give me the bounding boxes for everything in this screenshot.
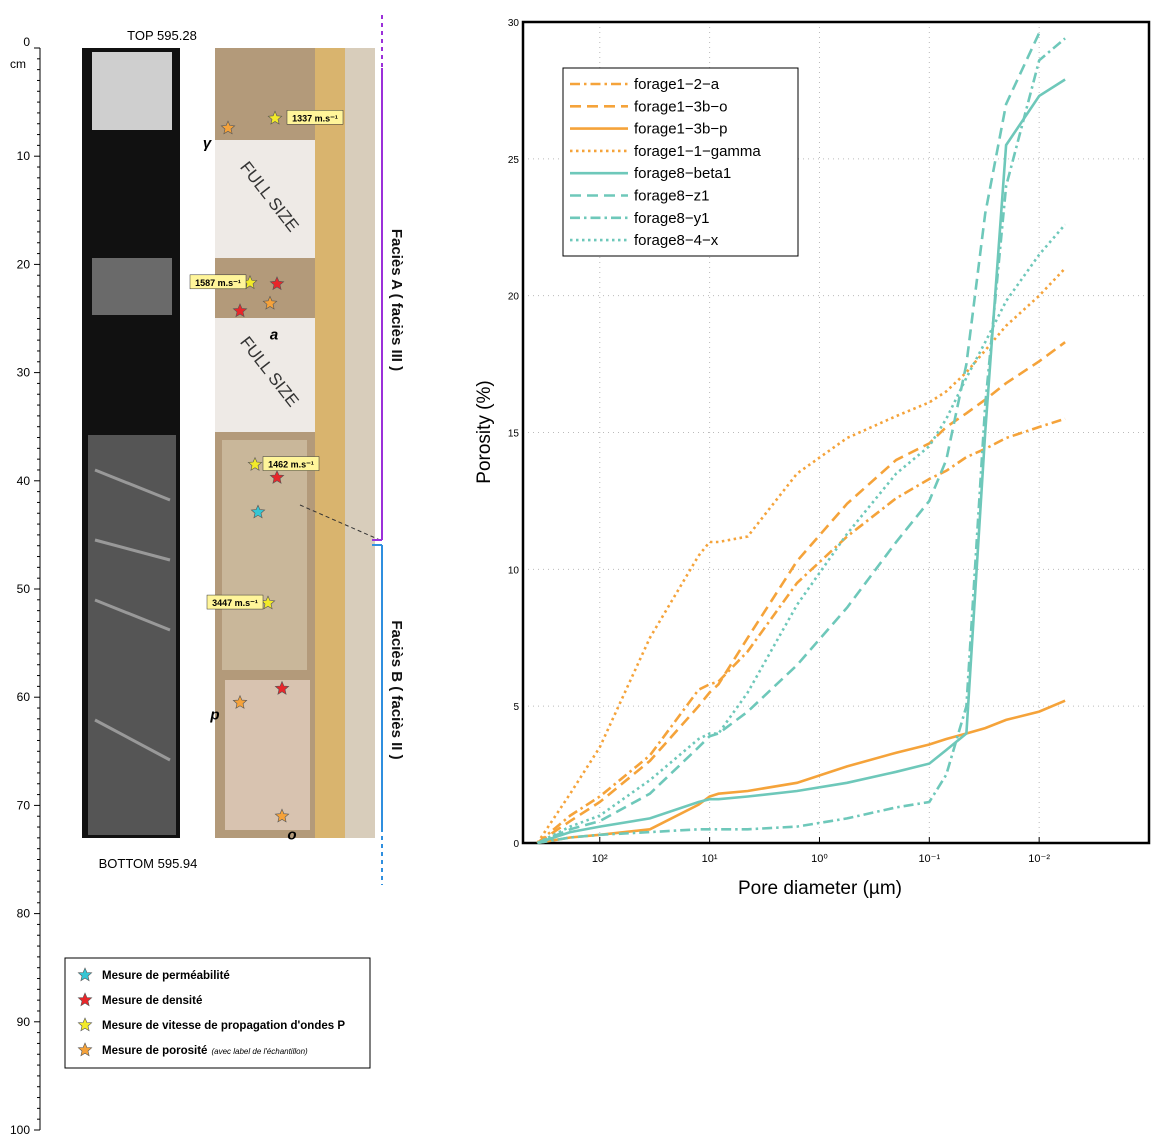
core-photo [215,48,381,838]
legend-label: Mesure de perméabilité [102,970,230,982]
depth-tick-label: 80 [17,907,31,921]
core-tray [315,48,345,838]
y-tick-label: 25 [508,155,520,166]
depth-tick-label: 0 [23,35,30,49]
velocity-box [262,456,320,471]
y-tick-label: 10 [508,565,520,576]
facies-label: Faciès A ( faciès III ) [388,229,405,371]
grid [523,21,1149,844]
legend-star [77,992,93,1007]
depth-tick-label: 20 [17,257,31,271]
facies-label: Faciès B ( faciès II ) [388,620,405,759]
legend-label: forage1−2−a [634,76,720,93]
ct-segment [92,258,172,315]
y-tick-label: 5 [513,702,519,713]
legend-label: forage8−4−x [634,232,719,249]
y-tick-label: 20 [508,292,520,303]
x-axis-label: Pore diameter (µm) [738,878,902,899]
series-line [536,341,1066,845]
series-line [537,699,1066,845]
depth-unit: cm [10,57,26,71]
measure-star [220,120,236,135]
measure-star [269,469,285,484]
legend-star [77,1017,93,1032]
bottom-label: BOTTOM 595.94 [99,856,198,871]
legend-label: forage8−beta1 [634,165,731,182]
y-tick-label: 0 [513,839,519,850]
ct-scan [82,48,180,838]
legend-label: forage1−3b−p [634,121,727,138]
depth-tick-label: 60 [17,690,31,704]
legend-label: Mesure de vitesse de propagation d'ondes… [102,1020,345,1032]
depth-tick-label: 70 [17,798,31,812]
ct-segment [92,52,172,130]
measure-star [250,504,266,519]
legend-label: Mesure de densité [102,995,202,1007]
x-tick-label: 10⁻² [1028,853,1050,865]
series-line [536,223,1067,845]
ruler [345,48,375,838]
measure-star [267,110,283,125]
velocity-label: 1587 m.s⁻¹ [195,278,241,288]
velocity-box [189,274,247,290]
full-size-block [215,318,315,432]
depth-tick-label: 100 [10,1123,30,1137]
measure-star [274,680,290,695]
legend-label: forage8−z1 [634,188,709,205]
measure-star [247,456,263,471]
measure-star [262,295,278,310]
plot-frame [521,20,1151,845]
x-tick-label: 10¹ [702,853,718,865]
photo-segment [222,440,307,670]
depth-tick-label: 90 [17,1015,31,1029]
series-line [536,417,1066,844]
legend-label: forage8−y1 [634,210,709,227]
chart-legend [562,67,799,257]
x-tick-label: 10⁻¹ [918,853,940,865]
top-label: TOP 595.28 [127,28,197,43]
legend-star [77,967,93,982]
series-line [536,78,1066,845]
facies-boundary [299,504,381,541]
sample-label: a [270,327,278,344]
velocity-label: 3447 m.s⁻¹ [212,598,258,608]
ct-texture [94,468,171,762]
sample-label: o [287,827,296,844]
depth-tick-label: 30 [17,366,31,380]
legend-label: forage1−3b−o [634,98,727,115]
series-line [537,37,1066,845]
measure-star [274,808,290,823]
ct-segment [88,435,176,835]
measure-star [232,694,248,709]
legend-label: forage1−1−gamma [634,143,761,160]
velocity-box [286,110,344,125]
y-axis-label: Porosity (%) [474,380,495,483]
marker-legend [64,957,371,1069]
x-tick-label: 10² [592,853,608,865]
legend-star [77,1042,93,1057]
velocity-box [206,594,264,610]
depth-tick-label: 50 [17,582,31,596]
measure-star [269,276,285,291]
y-tick-label: 30 [508,18,520,29]
velocity-label: 1337 m.s⁻¹ [292,113,338,123]
full-size-block [215,140,315,258]
depth-tick-label: 40 [17,474,31,488]
depth-tick-label: 10 [17,149,31,163]
series-line [536,32,1041,845]
measure-star [232,303,248,318]
y-tick-label: 15 [508,429,520,440]
sample-label: p [209,707,219,724]
legend-note: (avec label de l'échantillon) [211,1047,308,1056]
facies-brackets: Faciès A ( faciès III ) Faciès B ( faciè… [372,15,405,885]
legend-label: Mesure de porosité [102,1045,207,1057]
x-tick-label: 10⁰ [811,853,828,865]
velocity-label: 1462 m.s⁻¹ [268,460,314,470]
sample-label: γ [203,135,213,152]
